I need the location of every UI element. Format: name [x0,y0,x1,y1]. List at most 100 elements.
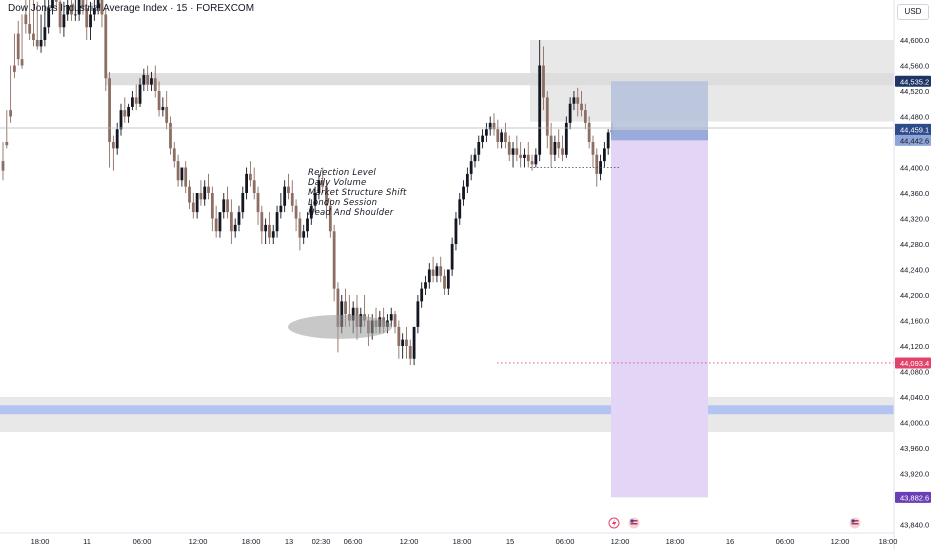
candle[interactable] [389,307,393,327]
candle[interactable] [454,212,458,251]
candle[interactable] [602,142,606,168]
price-axis[interactable]: 44,600.0 44,560.0 44,520.0 44,480.0 44,400.0… [893,0,932,550]
candle[interactable] [70,0,73,21]
candle[interactable] [203,180,207,206]
candle[interactable] [553,135,557,162]
candle[interactable] [199,180,203,206]
target-area[interactable] [611,140,708,498]
demand-core-zone[interactable] [0,405,894,415]
candle[interactable] [484,122,488,142]
candle[interactable] [138,78,142,107]
candle[interactable] [507,135,511,162]
candle[interactable] [9,65,13,123]
candle[interactable] [290,180,294,213]
candle[interactable] [446,269,450,296]
candle[interactable] [161,97,165,117]
candle[interactable] [54,0,58,9]
candle[interactable] [530,154,534,171]
candle[interactable] [172,142,176,168]
candle[interactable] [515,135,519,162]
candle[interactable] [229,199,233,244]
candle[interactable] [557,129,561,158]
candle[interactable] [58,0,62,34]
candle[interactable] [176,154,180,187]
candle[interactable] [591,135,595,168]
candle[interactable] [534,148,538,168]
candle[interactable] [207,173,210,200]
candle[interactable] [568,97,572,130]
candle[interactable] [39,14,43,53]
candle[interactable] [43,0,47,47]
candle[interactable] [564,116,568,158]
candle[interactable] [214,205,218,238]
candle[interactable] [587,116,591,149]
candle[interactable] [462,180,465,206]
candle[interactable] [306,212,309,238]
candle[interactable] [450,237,454,276]
candle[interactable] [542,46,545,111]
candle[interactable] [241,186,245,219]
candle[interactable] [492,113,496,136]
candle[interactable] [302,224,306,244]
chart-annotation[interactable]: Rejection Level Daily Volume Market Stru… [308,168,407,218]
candle[interactable] [150,71,153,91]
candle[interactable] [443,269,446,296]
candle[interactable] [180,167,184,187]
overlay-layer[interactable] [0,81,894,498]
candle[interactable] [538,40,542,162]
candle[interactable] [184,161,188,193]
candle[interactable] [104,8,108,91]
candle[interactable] [123,97,127,123]
candle[interactable] [321,167,325,194]
candle[interactable] [195,193,199,219]
candle[interactable] [1,142,5,181]
candle[interactable] [523,148,526,168]
candle[interactable] [427,263,431,289]
candle[interactable] [108,71,111,168]
candle[interactable] [458,193,462,225]
candle[interactable] [16,20,20,66]
candle[interactable] [500,129,504,149]
candle[interactable] [283,180,287,213]
candle[interactable] [408,339,412,366]
candle[interactable] [268,212,271,244]
candle[interactable] [5,110,9,149]
candle[interactable] [66,0,70,21]
candle[interactable] [51,0,54,15]
candle[interactable] [545,91,549,149]
candle[interactable] [131,91,134,111]
candle[interactable] [549,122,553,168]
candle[interactable] [309,199,313,225]
candle[interactable] [465,167,469,194]
candle[interactable] [580,91,583,117]
candle[interactable] [576,87,580,117]
candle[interactable] [210,186,214,232]
time-axis[interactable]: 18:00 11 06:00 12:00 18:00 13 02:30 06:00 12:00 1… [0,517,897,547]
candle[interactable] [332,224,336,302]
event-flash-icon[interactable] [608,517,620,529]
candle[interactable] [24,0,28,34]
candle[interactable] [100,0,104,28]
candle[interactable] [169,116,172,155]
candle[interactable] [191,193,195,219]
candle[interactable] [313,186,317,213]
candle[interactable] [279,193,283,219]
candle[interactable] [504,122,507,149]
candle[interactable] [397,320,401,359]
candle[interactable] [153,65,157,98]
candle[interactable] [561,135,564,162]
candle[interactable] [47,0,51,34]
candle[interactable] [62,1,66,37]
candle[interactable] [233,218,237,238]
candle[interactable] [405,326,408,359]
candle[interactable] [142,68,146,91]
candle[interactable] [77,0,81,21]
candle[interactable] [249,161,252,187]
consolidation-ellipse[interactable] [288,314,392,339]
candle[interactable] [496,119,500,149]
candle[interactable] [435,263,439,283]
candle[interactable] [237,205,241,232]
candle[interactable] [226,186,229,219]
